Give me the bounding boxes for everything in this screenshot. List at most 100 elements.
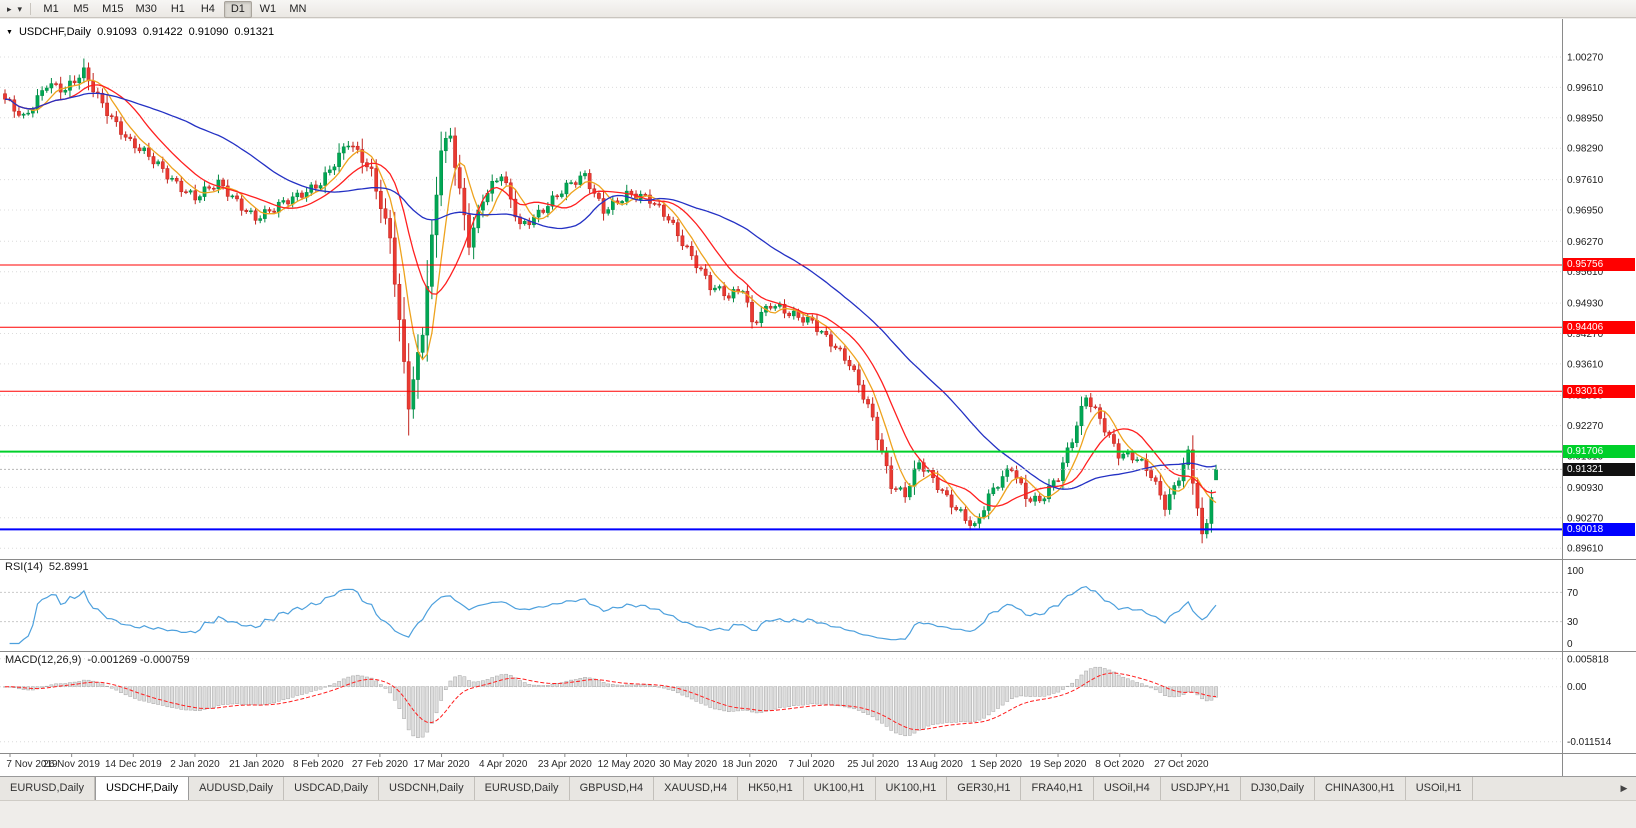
- macd-histogram-bar: [485, 679, 490, 687]
- chart-dropdown-icon[interactable]: ▾: [17, 3, 23, 14]
- symbol-tab-EURUSD-Daily[interactable]: EURUSD,Daily: [0, 777, 95, 800]
- macd-histogram-bar: [1070, 682, 1075, 687]
- macd-histogram-bar: [578, 678, 583, 687]
- price-tick-label: 0.97610: [1567, 175, 1604, 186]
- macd-histogram-bar: [295, 686, 300, 696]
- symbol-tab-GBPUSD-H4[interactable]: GBPUSD,H4: [569, 777, 655, 800]
- macd-histogram-bar: [216, 686, 221, 706]
- candle-body: [1158, 481, 1163, 496]
- symbol-tab-USDCAD-Daily[interactable]: USDCAD,Daily: [284, 777, 380, 800]
- price-tick-label: 0.93610: [1567, 359, 1604, 370]
- symbol-tab-XAUUSD-H4[interactable]: XAUUSD,H4: [654, 777, 739, 800]
- macd-histogram-bar: [1153, 686, 1158, 691]
- symbol-tab-HK50-H1[interactable]: HK50,H1: [738, 777, 804, 800]
- candle-body: [1056, 480, 1061, 482]
- symbol-tab-USOil-H4[interactable]: USOil,H4: [1093, 777, 1161, 800]
- timeframe-button-M30[interactable]: M30: [135, 3, 157, 15]
- symbol-tab-USOil-H1[interactable]: USOil,H1: [1405, 777, 1473, 800]
- macd-histogram-bar: [1204, 686, 1209, 702]
- macd-histogram-bar: [184, 686, 188, 711]
- symbol-tab-AUDUSD-Daily[interactable]: AUDUSD,Daily: [189, 777, 285, 800]
- macd-histogram-bar: [151, 686, 156, 704]
- timeframe-button-MN[interactable]: MN: [289, 3, 307, 15]
- timeframe-button-H1[interactable]: H1: [170, 3, 185, 15]
- symbol-tab-FRA40-H1[interactable]: FRA40,H1: [1021, 777, 1094, 800]
- macd-histogram-bar: [829, 686, 833, 706]
- candle-body: [1033, 495, 1037, 502]
- symbol-tab-USDJPY-H1[interactable]: USDJPY,H1: [1160, 777, 1241, 800]
- macd-histogram-bar: [1098, 666, 1102, 687]
- candle-body: [555, 195, 560, 198]
- candle-body: [583, 173, 587, 177]
- candle-body: [1112, 434, 1116, 444]
- macd-histogram-bar: [782, 686, 787, 708]
- date-tick-label: 27 Feb 2020: [352, 759, 409, 770]
- macd-histogram-bar: [935, 686, 940, 725]
- candle-body: [1130, 451, 1135, 461]
- symbol-tab-USDCNH-Daily[interactable]: USDCNH,Daily: [379, 777, 475, 800]
- timeframe-button-D1[interactable]: D1: [223, 1, 252, 18]
- macd-histogram-bar: [629, 684, 634, 687]
- macd-histogram-bar: [156, 686, 160, 705]
- symbol-tab-CHINA300-H1[interactable]: CHINA300,H1: [1314, 777, 1406, 800]
- candle-body: [522, 221, 527, 225]
- candle-body: [221, 179, 225, 187]
- candle-body: [1042, 498, 1047, 502]
- macd-histogram-bar: [397, 686, 402, 709]
- macd-histogram-bar: [1181, 686, 1186, 695]
- symbol-tab-GER30-H1[interactable]: GER30,H1: [947, 777, 1022, 800]
- tabs-scroll-right-icon[interactable]: ▶: [1620, 783, 1628, 793]
- timeframe-button-M5[interactable]: M5: [73, 3, 89, 15]
- rsi-tick-label: 100: [1567, 566, 1584, 577]
- candle-body: [550, 195, 555, 207]
- symbol-tab-UK100-H1[interactable]: UK100,H1: [875, 777, 948, 800]
- price-tick-label: 0.96950: [1567, 206, 1604, 217]
- macd-histogram-bar: [1158, 686, 1163, 693]
- macd-histogram-bar: [211, 686, 216, 708]
- macd-histogram-bar: [1190, 686, 1195, 693]
- macd-histogram-bar: [736, 686, 740, 712]
- symbol-tab-DJ30-Daily[interactable]: DJ30,Daily: [1240, 777, 1315, 800]
- price-tick-label: 0.94930: [1567, 299, 1604, 310]
- candle-body: [72, 80, 77, 84]
- macd-histogram-bar: [416, 686, 420, 738]
- candle-body: [504, 176, 508, 184]
- timeframe-button-H4[interactable]: H4: [200, 3, 215, 15]
- candle-body: [1209, 497, 1214, 524]
- timeframe-button-M15[interactable]: M15: [102, 3, 124, 15]
- macd-histogram-bar: [601, 682, 606, 687]
- candle-body: [295, 192, 300, 198]
- chart-arrow-icon[interactable]: ▸: [7, 3, 12, 14]
- macd-histogram-bar: [740, 686, 745, 711]
- symbol-tab-USDCHF-Daily[interactable]: USDCHF,Daily: [94, 777, 190, 800]
- macd-histogram-bar: [508, 675, 513, 687]
- candle-body: [1061, 462, 1065, 481]
- macd-histogram-bar: [100, 683, 105, 687]
- candle-body: [1190, 449, 1195, 484]
- candle-body: [481, 201, 485, 211]
- price-chart-canvas[interactable]: 1.00270 0.99610 0.98950 0.98290 0.97610 0.969…: [0, 19, 1636, 776]
- candle-body: [49, 83, 54, 89]
- candle-body: [91, 80, 96, 93]
- macd-histogram-bar: [768, 686, 773, 711]
- macd-histogram-bar: [114, 686, 119, 691]
- symbol-tab-EURUSD-Daily[interactable]: EURUSD,Daily: [474, 777, 570, 800]
- candle-body: [954, 506, 959, 510]
- candle-body: [378, 190, 383, 209]
- symbol-tab-UK100-H1[interactable]: UK100,H1: [803, 777, 876, 800]
- macd-histogram-bar: [917, 686, 921, 731]
- macd-histogram-bar: [810, 686, 815, 705]
- macd-histogram-bar: [791, 686, 796, 706]
- candle-body: [346, 145, 351, 148]
- timeframe-button-M1[interactable]: M1: [43, 3, 59, 15]
- candle-body: [123, 134, 128, 138]
- macd-histogram-bar: [643, 684, 648, 687]
- macd-histogram-bar: [1121, 676, 1126, 687]
- macd-histogram-bar: [541, 685, 546, 687]
- macd-histogram-bar: [91, 680, 96, 687]
- timeframe-button-W1[interactable]: W1: [259, 3, 277, 15]
- candle-body: [601, 198, 606, 214]
- chart-area[interactable]: 1.00270 0.99610 0.98950 0.98290 0.97610 0.969…: [0, 19, 1636, 776]
- symbol-menu-icon[interactable]: ▼: [6, 28, 13, 36]
- macd-histogram-bar: [327, 685, 332, 687]
